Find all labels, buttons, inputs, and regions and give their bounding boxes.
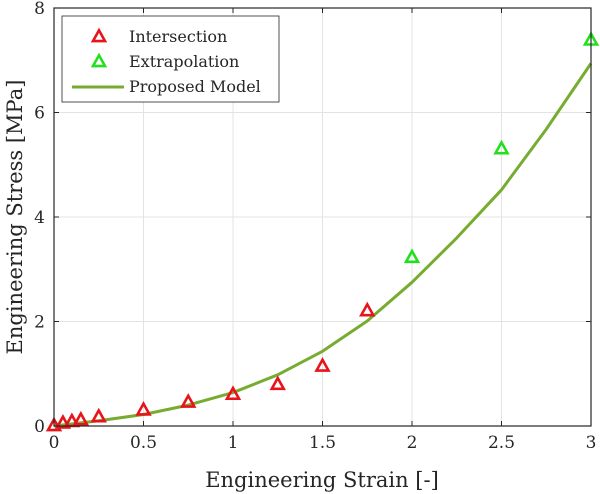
legend-label: Intersection xyxy=(129,27,227,46)
x-tick-label: 1.5 xyxy=(309,433,336,453)
y-tick-label: 6 xyxy=(34,104,45,124)
y-tick-label: 8 xyxy=(34,0,45,19)
x-tick-label: 2.5 xyxy=(488,433,515,453)
x-axis-label: Engineering Strain [-] xyxy=(205,468,439,492)
legend: Intersection Extrapolation Proposed Model xyxy=(61,15,280,103)
x-tick-label: 2 xyxy=(407,433,418,453)
y-tick-label: 4 xyxy=(34,208,45,228)
legend-marker-swatch xyxy=(90,27,108,43)
intersection-point xyxy=(90,407,107,423)
legend-marker-swatch xyxy=(90,52,108,68)
intersection-point xyxy=(269,375,286,391)
extrapolation-point xyxy=(493,139,510,155)
x-tick-label: 0 xyxy=(49,433,60,453)
intersection-point xyxy=(224,385,242,401)
y-axis-label: Engineering Stress [MPa] xyxy=(3,80,27,355)
intersection-point xyxy=(314,357,331,372)
intersection-point xyxy=(72,410,90,426)
x-tick-label: 3 xyxy=(586,433,597,453)
intersection-point xyxy=(135,400,152,416)
x-tick-label: 1 xyxy=(228,433,239,453)
x-tick-label: 0.5 xyxy=(130,433,157,453)
intersection-point xyxy=(45,416,63,432)
extrapolation-point xyxy=(403,248,421,264)
legend-label: Extrapolation xyxy=(129,52,239,71)
y-tick-label: 2 xyxy=(34,313,45,333)
data-markers xyxy=(45,31,600,432)
y-tick-label: 0 xyxy=(34,417,45,437)
intersection-point xyxy=(54,414,72,429)
tick-labels: 0 0.5 1 1.5 2 2.5 3 0 2 4 6 8 xyxy=(34,0,596,453)
intersection-point xyxy=(180,393,197,408)
intersection-point xyxy=(359,301,376,317)
legend-label: Proposed Model xyxy=(129,77,261,96)
